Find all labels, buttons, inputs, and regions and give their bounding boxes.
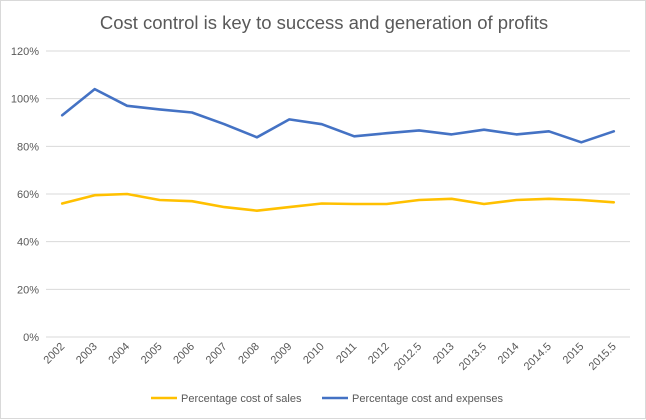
- y-tick-label: 60%: [17, 189, 39, 201]
- x-tick-label: 2013: [431, 341, 457, 367]
- legend: Percentage cost of sales Percentage cost …: [151, 393, 504, 405]
- x-tick-label: 2012.5: [392, 341, 424, 373]
- y-axis-ticks: 0% 20% 40% 60% 80% 100% 120%: [11, 46, 39, 344]
- chart-title: Cost control is key to success and gener…: [100, 12, 548, 33]
- y-tick-label: 0%: [23, 332, 39, 344]
- x-tick-label: 2015: [561, 341, 587, 367]
- y-tick-label: 20%: [17, 284, 39, 296]
- series-line-2: [62, 89, 614, 142]
- x-tick-label: 2006: [171, 341, 197, 367]
- y-tick-label: 120%: [11, 46, 39, 58]
- series-lines: [62, 89, 614, 211]
- x-tick-label: 2008: [236, 341, 262, 367]
- y-tick-label: 40%: [17, 237, 39, 249]
- x-tick-label: 2015.5: [587, 341, 619, 373]
- y-tick-label: 80%: [17, 141, 39, 153]
- legend-label: Percentage cost of sales: [181, 393, 302, 405]
- x-tick-label: 2011: [334, 341, 359, 366]
- x-tick-label: 2014.5: [522, 341, 554, 373]
- series-line-1: [62, 194, 614, 211]
- x-tick-label: 2013.5: [457, 341, 489, 373]
- x-tick-label: 2009: [269, 341, 295, 367]
- x-tick-label: 2005: [139, 341, 165, 367]
- legend-label: Percentage cost and expenses: [352, 393, 504, 405]
- x-tick-label: 2004: [106, 341, 132, 367]
- y-tick-label: 100%: [11, 94, 39, 106]
- x-tick-label: 2010: [301, 341, 327, 367]
- x-tick-label: 2002: [42, 341, 68, 367]
- x-tick-label: 2014: [496, 341, 522, 367]
- x-tick-label: 2012: [366, 341, 392, 367]
- x-tick-label: 2007: [204, 341, 230, 367]
- x-tick-label: 2003: [74, 341, 100, 367]
